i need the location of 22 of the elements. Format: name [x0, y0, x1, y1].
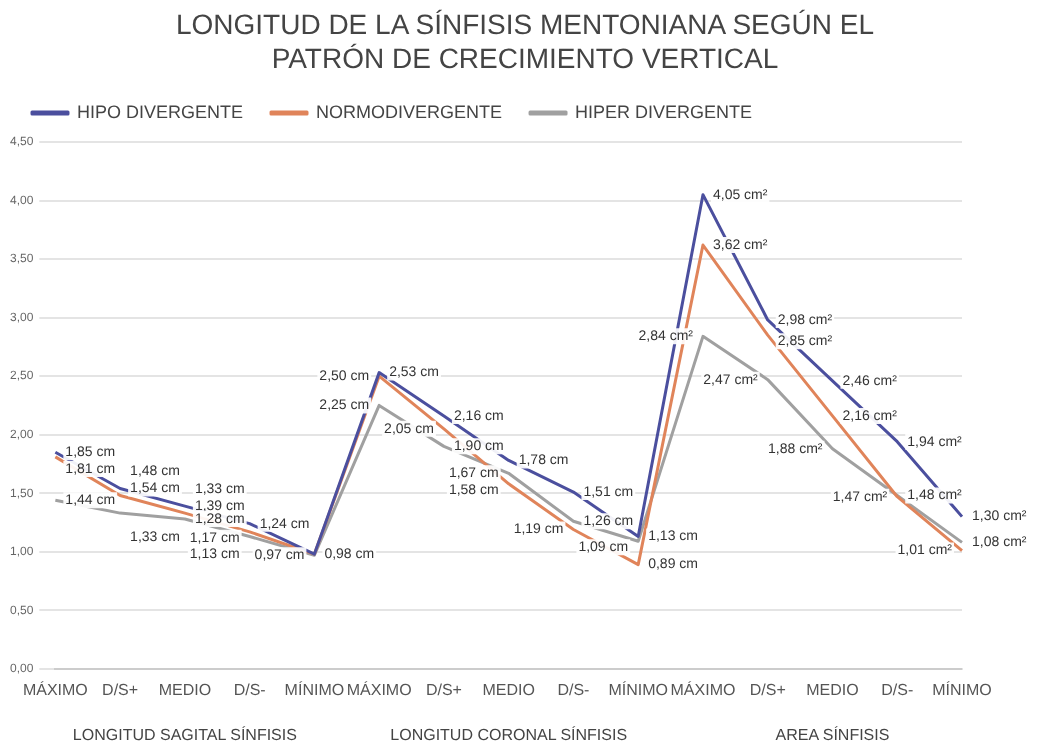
x-tick-label: MEDIO — [806, 680, 859, 699]
x-tick-label: D/S- — [557, 680, 591, 699]
x-tick-label: D/S+ — [425, 680, 463, 699]
x-tick-label: MÍNIMO — [284, 680, 345, 699]
x-tick-label: D/S- — [881, 680, 914, 699]
legend-label: HIPER DIVERGENTE — [575, 101, 753, 122]
legend-label: NORMODIVERGENTE — [316, 101, 503, 122]
x-tick-label: MEDIO — [482, 680, 535, 699]
chart-title: LONGITUD DE LA SÍNFISIS MENTONIANA SEGÚN EL PATRÓN DE CRECIMIENTO VERTICAL — [173, 8, 877, 76]
text: LONGITUD CORONAL SÍNFISIS — [390, 726, 628, 745]
x-tick-label: MÁXIMO — [670, 680, 736, 699]
x-tick-label: D/S+ — [749, 680, 787, 699]
x-tick-label: D/S- — [233, 680, 267, 699]
x-tick-label: MEDIO — [158, 680, 212, 699]
x-tick-label: MÁXIMO — [346, 680, 412, 699]
x-tick-label: MÁXIMO — [22, 680, 88, 699]
x-tick-label: MÍNIMO — [932, 680, 992, 699]
text: AREA SÍNFISIS — [775, 726, 890, 745]
x-tick-label: D/S+ — [102, 680, 139, 699]
legend-label: HIPO DIVERGENTE — [77, 101, 244, 122]
text: LONGITUD SAGITAL SÍNFISIS — [72, 726, 297, 745]
x-tick-label: MÍNIMO — [608, 680, 668, 699]
